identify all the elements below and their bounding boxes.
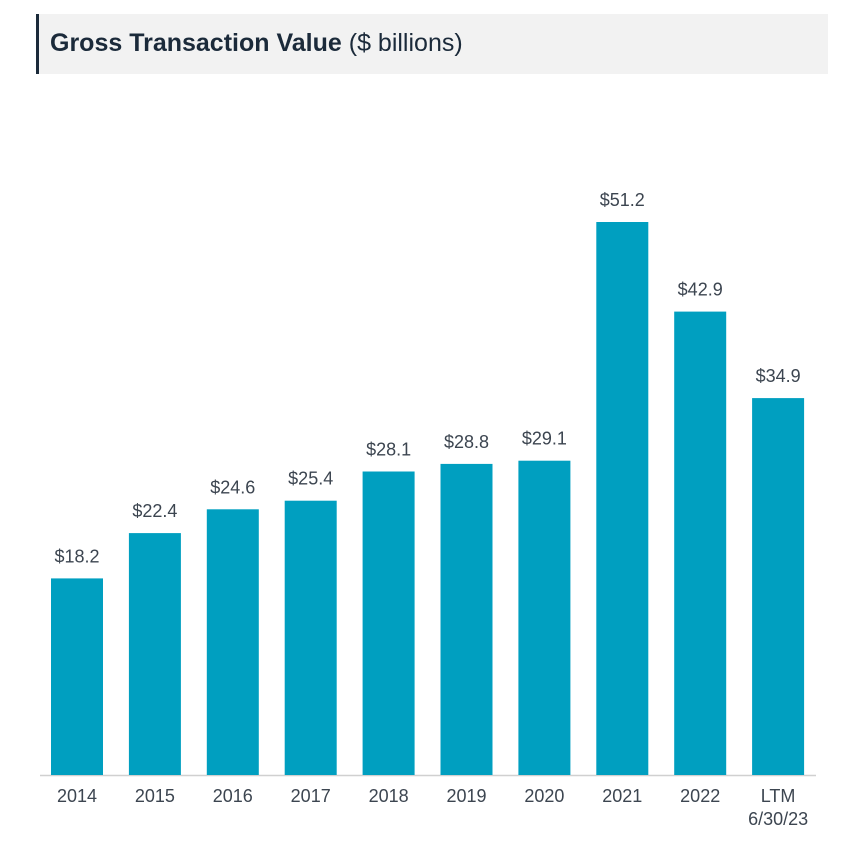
- x-tick-label-line: 2014: [57, 786, 97, 806]
- bar-value-label: $25.4: [288, 469, 333, 489]
- x-tick-label-line: 2018: [369, 786, 409, 806]
- x-tick-label: 2019: [446, 786, 486, 806]
- bar: [206, 509, 259, 775]
- bar: [284, 500, 337, 775]
- x-tick-label-line: 2021: [602, 786, 642, 806]
- x-tick-label-line: 2020: [524, 786, 564, 806]
- chart-title-units: ($ billions): [341, 29, 463, 57]
- x-tick-label: 2021: [602, 786, 642, 806]
- bar: [752, 398, 805, 775]
- bars-group: [51, 222, 805, 775]
- bar-value-label: $51.2: [600, 190, 645, 210]
- bar-value-label: $28.8: [444, 432, 489, 452]
- bar-value-label: $42.9: [678, 280, 723, 300]
- x-tick-label-line: LTM: [761, 786, 796, 806]
- bar: [51, 578, 103, 775]
- chart-title: Gross Transaction Value ($ billions): [50, 31, 463, 56]
- x-tick-label: 2017: [291, 786, 331, 806]
- bar: [674, 311, 727, 775]
- bar-labels-group: $18.2 $22.4 $24.6 $25.4 $28.1 $28.8 $29.1 $51.2…: [54, 190, 800, 566]
- bar-value-label: $34.9: [756, 366, 801, 386]
- bar-value-label: $29.1: [522, 429, 567, 449]
- x-tick-label-line: 6/30/23: [748, 809, 808, 829]
- bar-value-label: $24.6: [210, 477, 255, 497]
- x-tick-label: 2018: [369, 786, 409, 806]
- bar-value-label: $22.4: [132, 501, 177, 521]
- bar: [440, 463, 493, 775]
- bar: [518, 460, 571, 775]
- x-tick-label: 2020: [524, 786, 564, 806]
- x-tick-label-line: 2019: [446, 786, 486, 806]
- x-tick-labels-group: 2014 2015 2016 2017 2018 2019 2020 2021 2022 LTM 6…: [57, 786, 808, 829]
- chart-title-main: Gross Transaction Value: [50, 29, 342, 57]
- x-tick-label-line: 2017: [291, 786, 331, 806]
- x-tick-label-line: 2015: [135, 786, 175, 806]
- x-tick-label: 2016: [213, 786, 253, 806]
- chart-title-bar: Gross Transaction Value ($ billions): [36, 14, 828, 74]
- x-tick-label: 2022: [680, 786, 720, 806]
- x-tick-label-line: 2022: [680, 786, 720, 806]
- x-tick-label: LTM 6/30/23: [748, 786, 808, 829]
- x-tick-label-line: 2016: [213, 786, 253, 806]
- bar: [596, 222, 649, 775]
- x-tick-label: 2015: [135, 786, 175, 806]
- bar-value-label: $18.2: [54, 546, 99, 566]
- bar: [362, 471, 415, 775]
- x-tick-label: 2014: [57, 786, 97, 806]
- bar: [128, 533, 181, 775]
- bar-value-label: $28.1: [366, 440, 411, 460]
